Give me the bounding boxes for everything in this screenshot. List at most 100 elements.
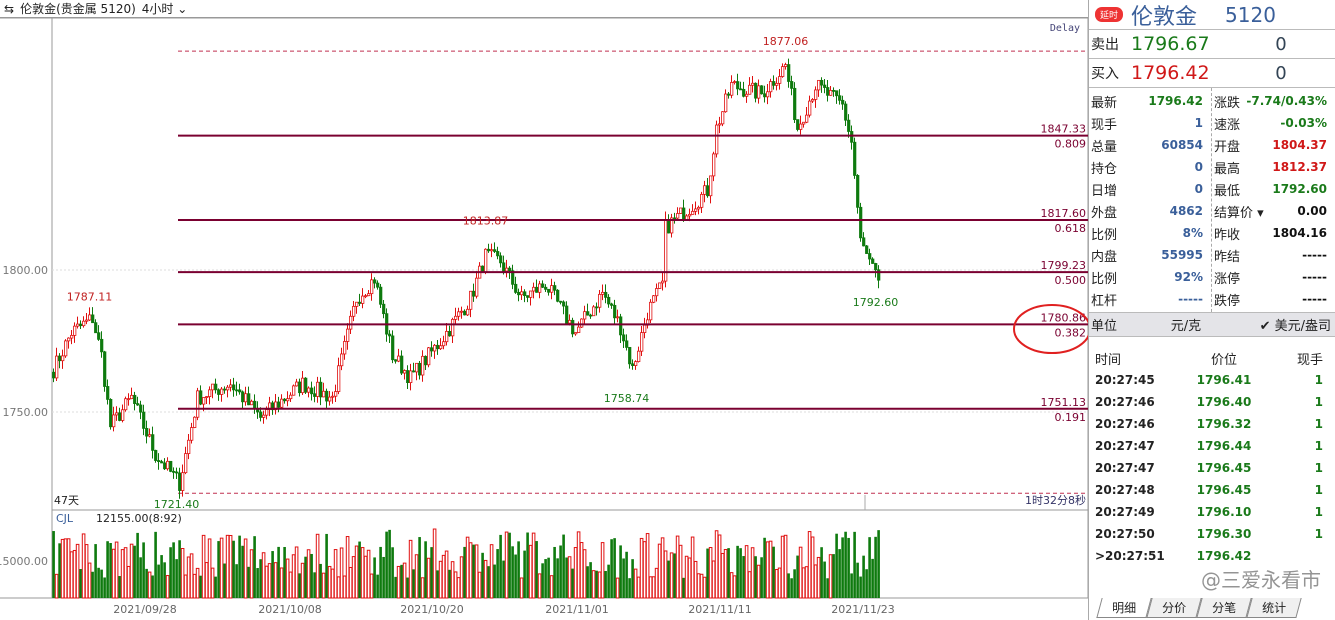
- candle-body: [142, 411, 146, 429]
- volume-bar: [675, 535, 680, 599]
- period-selector[interactable]: 4小时 ⌄: [141, 2, 188, 16]
- candle-body: [502, 262, 506, 272]
- unit-option-usd-oz[interactable]: ✔ 美元/盎司: [1259, 319, 1331, 334]
- candle-body: [508, 267, 512, 272]
- candle-body: [259, 411, 263, 418]
- back-icon[interactable]: ⇆: [4, 1, 15, 16]
- candle-body: [595, 306, 599, 309]
- candle-body: [148, 434, 152, 437]
- candle-body: [364, 295, 368, 298]
- candle-body: [289, 394, 293, 400]
- candle-body: [682, 207, 686, 221]
- volume-bar: [874, 536, 877, 598]
- candle-body: [769, 81, 773, 93]
- volume-bar: [256, 568, 259, 598]
- volume-bar: [625, 551, 628, 598]
- volume-bar: [481, 552, 484, 598]
- volume-bar: [828, 554, 833, 599]
- trade-time: >20:27:51: [1095, 549, 1165, 563]
- candle-body: [859, 206, 863, 239]
- candle-body: [406, 370, 410, 384]
- volume-bar: [109, 543, 112, 598]
- stat-row: 昨结 -----: [1212, 244, 1335, 266]
- volume-bar: [615, 577, 620, 599]
- price-annotation: 1877.06: [763, 35, 809, 48]
- candle-body: [532, 286, 536, 292]
- candle-body: [853, 141, 857, 176]
- trade-time: 20:27:48: [1095, 483, 1155, 497]
- trade-qty: 1: [1314, 417, 1323, 431]
- candle-body: [241, 391, 245, 403]
- volume-bar: [321, 572, 326, 599]
- candle-body: [601, 291, 605, 295]
- candlestick-chart[interactable]: 1800.00 1750.00 Delay 1847.33 0.809 1817.60 0.…: [0, 0, 1088, 620]
- volume-bar: [504, 531, 509, 599]
- candle-body: [688, 213, 692, 217]
- candle-body: [520, 291, 524, 296]
- volume-bar: [385, 531, 388, 598]
- volume-bar: [84, 544, 89, 599]
- volume-bar: [273, 562, 278, 599]
- volume-bar: [663, 550, 668, 599]
- volume-bar: [604, 570, 607, 598]
- stat-row: 持仓 0: [1089, 156, 1211, 178]
- stat-label: 涨停: [1214, 271, 1241, 287]
- volume-bar: [253, 536, 256, 598]
- volume-bar: [63, 538, 68, 599]
- stat-row: 内盘 55995: [1089, 244, 1211, 266]
- volume-bar: [727, 548, 730, 598]
- candle-body: [838, 95, 842, 101]
- candle-body: [490, 249, 494, 252]
- candle-body: [280, 398, 284, 408]
- volume-bar: [508, 532, 511, 598]
- candle-body: [709, 175, 713, 197]
- trade-price: 1796.44: [1196, 439, 1252, 453]
- volume-bar: [183, 574, 188, 599]
- volume-bar: [607, 564, 610, 598]
- candle-body: [133, 394, 137, 404]
- candle-body: [220, 388, 224, 395]
- volume-bar: [693, 560, 698, 599]
- volume-bar: [631, 559, 634, 598]
- candle-body: [826, 87, 830, 96]
- unit-label: 单位: [1091, 319, 1118, 334]
- candle-body: [193, 416, 197, 428]
- candle-body: [628, 346, 632, 365]
- volume-bar: [690, 536, 695, 599]
- tab-3[interactable]: 统计: [1246, 598, 1302, 618]
- volume-bar: [94, 544, 97, 598]
- volume-bar: [571, 568, 574, 598]
- sell-row: 卖出 1796.67 0: [1089, 30, 1335, 59]
- candle-body: [394, 359, 398, 362]
- candle-body: [808, 100, 812, 116]
- candle-body: [469, 290, 473, 310]
- stat-value: 92%: [1174, 270, 1203, 284]
- volume-bar: [687, 557, 692, 599]
- candle-body: [307, 387, 311, 393]
- candle-body: [604, 291, 608, 298]
- stat-value: -----: [1302, 248, 1327, 262]
- candle-body: [760, 85, 764, 95]
- candle-body: [160, 461, 164, 464]
- stat-row: 涨跌 -7.74/0.43%: [1212, 90, 1335, 112]
- unit-row: 单位 元/克 ✔ 美元/盎司: [1089, 313, 1335, 337]
- volume-bar: [654, 567, 659, 599]
- candle-body: [94, 322, 98, 334]
- unit-option-yuan-gram[interactable]: 元/克: [1170, 319, 1202, 334]
- volume-bar: [60, 538, 65, 599]
- tab-1[interactable]: 分价: [1146, 598, 1202, 618]
- volume-bar: [541, 563, 544, 598]
- stat-value: 0: [1194, 160, 1203, 174]
- tab-2[interactable]: 分笔: [1196, 598, 1252, 618]
- volume-bar: [175, 559, 178, 598]
- trade-time: 20:27:47: [1095, 461, 1155, 475]
- candle-body: [178, 472, 182, 491]
- candle-body: [736, 81, 740, 90]
- volume-bar: [562, 534, 565, 598]
- candle-body: [535, 286, 539, 293]
- volume-bar: [517, 541, 520, 598]
- volume-bar: [259, 559, 262, 598]
- tab-label: 分价: [1162, 601, 1187, 615]
- tab-0[interactable]: 明细: [1096, 598, 1152, 618]
- candle-body: [835, 90, 839, 97]
